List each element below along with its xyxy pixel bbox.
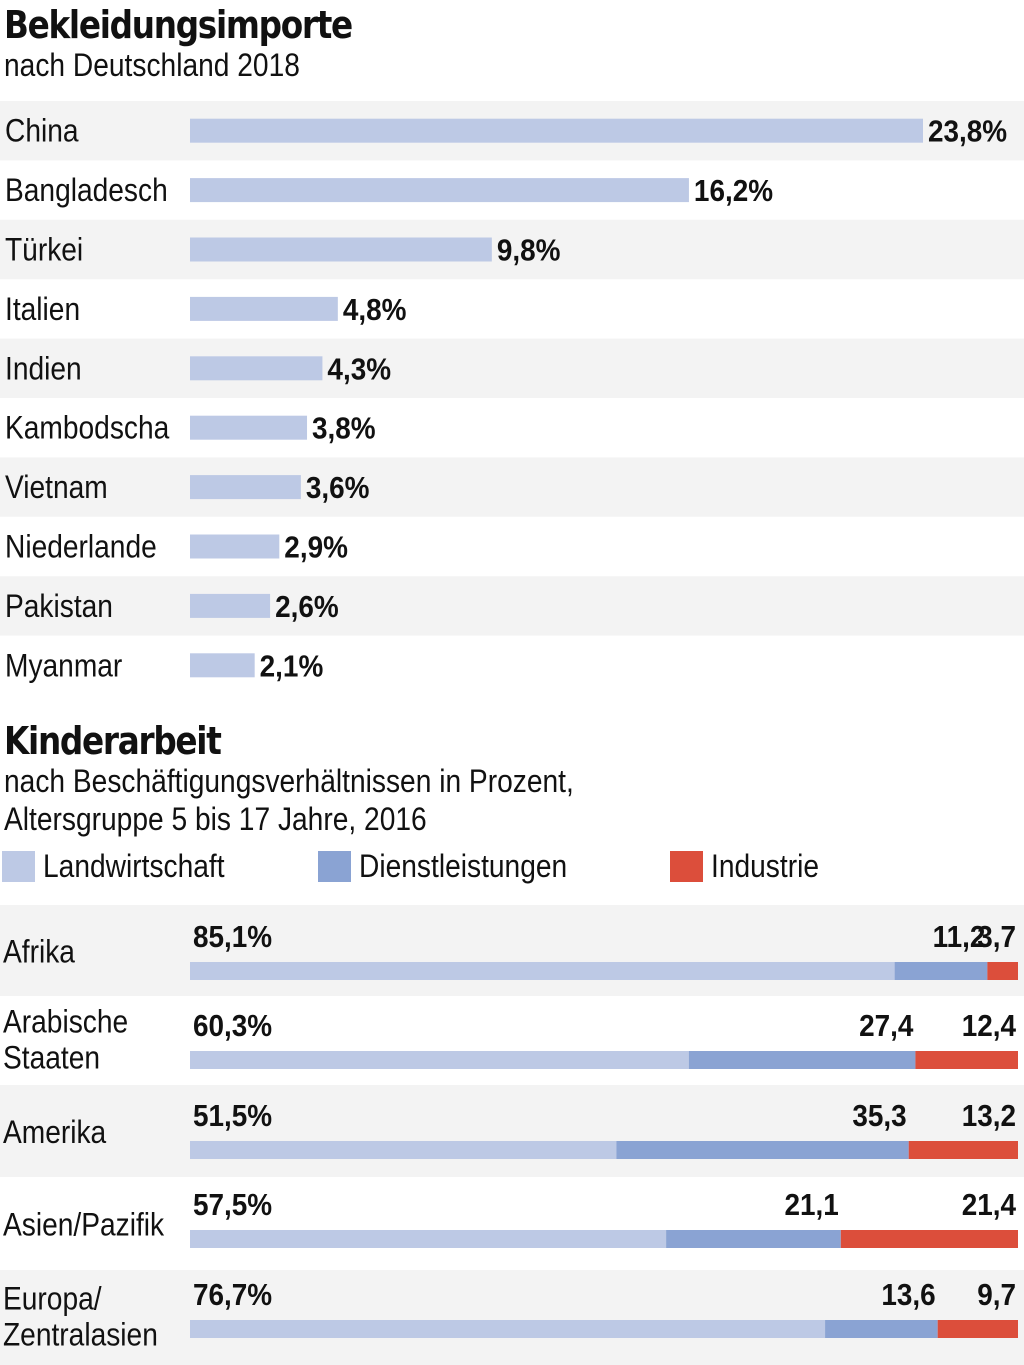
- data-label: 21,1: [785, 1188, 839, 1223]
- segment-landwirtschaft: [190, 1141, 617, 1159]
- row-stripe: [0, 219, 1024, 280]
- legend-swatch-landwirtschaft: [2, 850, 35, 882]
- bar: [190, 296, 338, 321]
- row-stripe: [0, 1085, 1024, 1177]
- category-label: Afrika: [3, 935, 75, 970]
- row-stripe: [0, 905, 1024, 996]
- category-label: Europa/: [3, 1282, 102, 1317]
- legend-label: Landwirtschaft: [43, 847, 225, 884]
- segment-dienstleistungen: [825, 1320, 938, 1338]
- row-stripe: [0, 576, 1024, 636]
- data-label: 4,3%: [327, 352, 391, 387]
- legend-item-dienstleistungen: Dienstleistungen: [318, 846, 596, 886]
- segment-dienstleistungen: [616, 1141, 909, 1159]
- segment-industrie: [840, 1230, 1018, 1248]
- imports-bar-chart: China 23,8% Bangladesch 16,2% Türkei 9,8% Ital…: [0, 101, 1024, 684]
- data-label: 76,7%: [193, 1278, 272, 1313]
- category-label: China: [5, 114, 79, 149]
- data-label: 9,8%: [497, 233, 561, 268]
- legend: Landwirtschaft Dienstleistungen Industri…: [0, 846, 1024, 886]
- bar: [190, 415, 308, 440]
- data-label: 2,9%: [284, 530, 348, 565]
- data-label: 4,8%: [343, 293, 407, 328]
- category-label: Asien/Pazifik: [3, 1208, 165, 1243]
- segment-industrie: [937, 1320, 1018, 1338]
- data-label: 9,7: [977, 1278, 1016, 1313]
- legend-item-industrie: Industrie: [670, 846, 834, 886]
- data-label: 23,8%: [928, 114, 1007, 149]
- legend-item-landwirtschaft: Landwirtschaft: [2, 846, 249, 886]
- data-label: 2,1%: [260, 649, 324, 684]
- segment-industrie: [915, 1051, 1018, 1069]
- bar: [190, 237, 492, 262]
- bar: [190, 534, 280, 559]
- category-label: Indien: [5, 352, 82, 387]
- bar: [190, 593, 271, 618]
- legend-swatch-dienstleistungen: [318, 850, 351, 882]
- row-stripe: [0, 338, 1024, 398]
- segment-industrie: [987, 962, 1018, 980]
- segment-landwirtschaft: [190, 1051, 689, 1069]
- category-label: Italien: [5, 292, 80, 327]
- category-label: Türkei: [5, 233, 83, 268]
- data-label: 3,7: [977, 920, 1016, 955]
- category-label: Zentralasien: [3, 1318, 158, 1353]
- bar: [190, 475, 301, 500]
- data-label: 13,6: [881, 1278, 935, 1313]
- category-label: Staaten: [3, 1041, 100, 1076]
- bar: [190, 356, 323, 381]
- row-stripe: [0, 457, 1024, 517]
- data-label: 11,2: [933, 920, 986, 955]
- chart-title-child-labour: Kinderarbeit: [4, 719, 222, 763]
- data-label: 51,5%: [193, 1099, 272, 1134]
- segment-landwirtschaft: [190, 962, 895, 980]
- data-label: 27,4: [859, 1009, 914, 1044]
- category-label: Amerika: [3, 1115, 106, 1150]
- category-label: Arabische: [3, 1005, 128, 1040]
- data-label: 85,1%: [193, 920, 272, 955]
- category-label: Myanmar: [5, 649, 122, 684]
- category-label: Niederlande: [5, 530, 157, 565]
- data-label: 13,2: [962, 1099, 1016, 1134]
- data-label: 21,4: [962, 1188, 1017, 1223]
- data-label: 2,6%: [275, 590, 339, 625]
- data-label: 60,3%: [193, 1009, 272, 1044]
- legend-label: Dienstleistungen: [359, 847, 568, 884]
- bar: [190, 178, 689, 203]
- legend-swatch-industrie: [670, 850, 703, 882]
- segment-landwirtschaft: [190, 1320, 826, 1338]
- category-label: Bangladesch: [5, 173, 168, 208]
- row-stripe: [0, 1270, 1024, 1365]
- chart-subtitle-imports: nach Deutschland 2018: [4, 47, 300, 83]
- segment-landwirtschaft: [190, 1230, 667, 1248]
- data-label: 3,6%: [306, 471, 370, 506]
- bar: [190, 653, 255, 678]
- legend-label: Industrie: [711, 847, 820, 884]
- category-label: Vietnam: [5, 470, 108, 505]
- data-label: 16,2%: [694, 174, 773, 209]
- data-label: 35,3: [852, 1099, 906, 1134]
- segment-dienstleistungen: [894, 962, 988, 980]
- chart-subtitle-child-labour: nach Beschäftigungsverhältnissen in Proz…: [4, 762, 574, 838]
- segment-dienstleistungen: [666, 1230, 841, 1248]
- bar: [190, 118, 923, 143]
- segment-industrie: [908, 1141, 1018, 1159]
- subtitle-line: Altersgruppe 5 bis 17 Jahre, 2016: [4, 801, 427, 837]
- category-label: Kambodscha: [5, 411, 170, 446]
- subtitle-line: nach Beschäftigungsverhältnissen in Proz…: [4, 763, 574, 799]
- data-label: 3,8%: [312, 411, 376, 446]
- chart-title-imports: Bekleidungsimporte: [4, 3, 353, 47]
- segment-dienstleistungen: [688, 1051, 916, 1069]
- data-label: 12,4: [962, 1009, 1017, 1044]
- category-label: Pakistan: [5, 589, 113, 624]
- data-label: 57,5%: [193, 1188, 272, 1223]
